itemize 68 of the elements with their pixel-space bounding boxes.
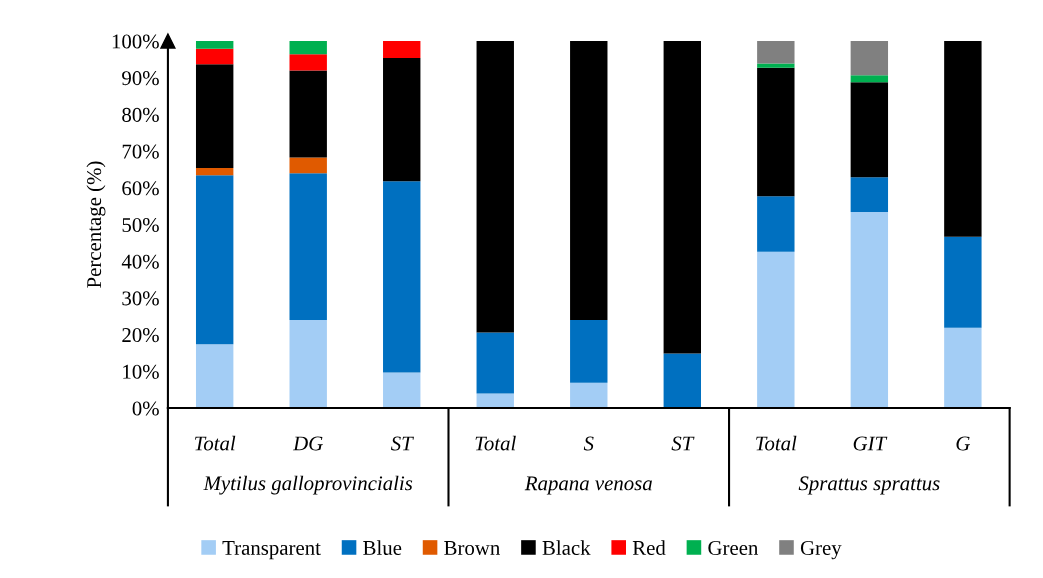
legend-label: Transparent xyxy=(222,541,321,560)
bar xyxy=(476,332,514,394)
bar xyxy=(944,41,982,237)
bar xyxy=(663,353,701,409)
bar xyxy=(383,57,421,182)
bar xyxy=(757,63,795,68)
text: Sprattus sprattus xyxy=(798,476,940,495)
bar xyxy=(289,319,327,409)
bar xyxy=(570,319,608,383)
y-tick-label: 70% xyxy=(122,144,159,159)
bar xyxy=(195,168,234,176)
bar xyxy=(663,41,701,354)
bar xyxy=(850,177,889,213)
y-tick-label: 100% xyxy=(112,34,159,49)
bar xyxy=(476,41,514,333)
bar xyxy=(944,236,982,328)
y-tick-label: 50% xyxy=(122,217,159,233)
bar xyxy=(383,372,421,409)
legend-label: Red xyxy=(632,540,666,555)
x-tick-label: ST xyxy=(390,436,414,451)
bar xyxy=(850,212,889,409)
y-tick-label: 10% xyxy=(123,364,159,379)
bar xyxy=(850,75,889,83)
bar xyxy=(850,41,889,76)
x-tick-label: S xyxy=(583,436,594,451)
y-tick-label: 40% xyxy=(121,254,159,269)
bar xyxy=(195,344,234,409)
text: Mytilus galloprovincialis xyxy=(203,475,413,495)
bar xyxy=(195,41,234,49)
x-tick-label: Total xyxy=(475,435,516,451)
x-tick-label: DG xyxy=(292,436,323,451)
bar xyxy=(195,175,234,345)
bar xyxy=(476,393,514,409)
bar xyxy=(757,67,795,197)
bar xyxy=(944,327,982,409)
x-tick-label: Total xyxy=(756,435,797,451)
y-tick-label: 0% xyxy=(132,401,159,416)
y-tick-label: 90% xyxy=(122,71,159,86)
legend-label: Blue xyxy=(363,540,402,555)
y-axis-title: Percentage (%) xyxy=(86,161,106,288)
x-tick-label: GIT xyxy=(853,436,888,451)
bar xyxy=(289,70,327,158)
legend-label: Black xyxy=(542,540,591,555)
bar xyxy=(383,181,421,373)
legend-label: Green xyxy=(708,540,759,555)
x-tick-label: ST xyxy=(671,436,695,451)
bar xyxy=(757,251,795,409)
y-tick-label: 80% xyxy=(122,107,159,122)
bar xyxy=(757,196,795,252)
y-tick-label: 60% xyxy=(122,181,159,196)
bar xyxy=(289,173,327,320)
text: Rapana venosa xyxy=(524,476,652,495)
bar xyxy=(383,41,421,58)
y-tick-label: 30% xyxy=(122,291,159,306)
bar xyxy=(289,41,327,55)
bar xyxy=(289,54,327,71)
bar xyxy=(195,48,234,65)
bar xyxy=(570,382,608,409)
x-tick-label: Total xyxy=(195,435,236,451)
legend-label: Grey xyxy=(800,540,842,560)
legend-label: Brown xyxy=(444,541,500,555)
bar xyxy=(757,41,795,64)
bar xyxy=(289,157,327,174)
bar xyxy=(850,82,889,178)
x-tick-label: G xyxy=(956,436,970,451)
bar xyxy=(570,41,608,320)
bar xyxy=(195,64,234,169)
y-tick-label: 20% xyxy=(122,328,159,343)
